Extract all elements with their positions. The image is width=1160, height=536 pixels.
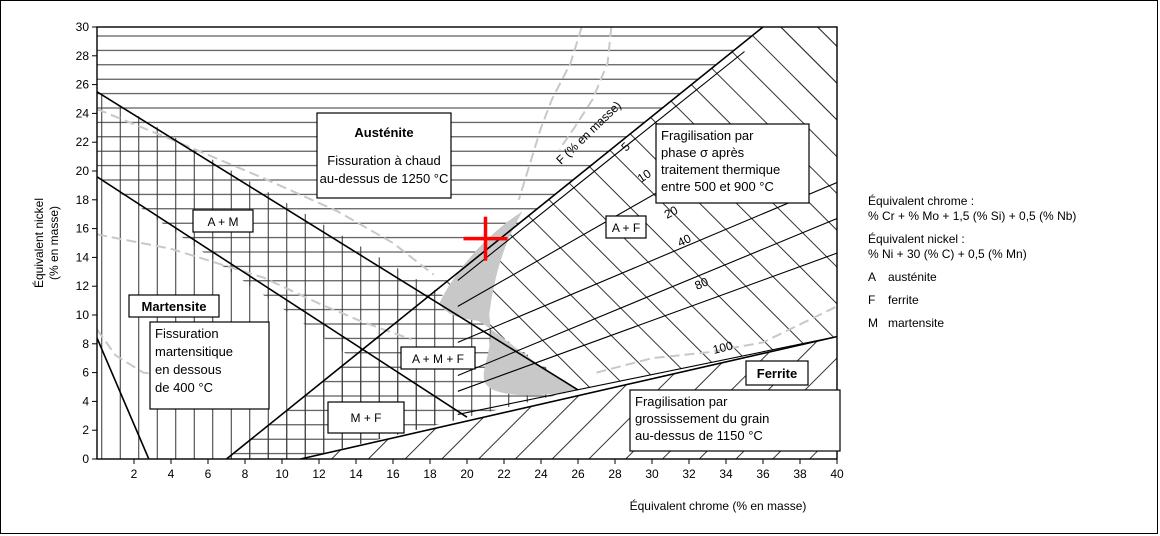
boundary-martensite-lower	[97, 176, 468, 418]
x-tick-label: 18	[423, 467, 437, 481]
region-a-f	[435, 27, 837, 390]
y-tick-label: 0	[82, 452, 89, 466]
y-tick-label: 16	[76, 222, 90, 236]
label-a-m-f: A + M + F	[412, 352, 464, 366]
x-tick-label: 16	[386, 467, 400, 481]
y-tick-label: 30	[76, 20, 90, 34]
x-tick-label: 38	[793, 467, 807, 481]
legend-chrome-title: Équivalent chrome :	[868, 194, 975, 208]
x-tick-label: 4	[168, 467, 175, 481]
x-tick-label: 14	[349, 467, 363, 481]
legend: Équivalent chrome : % Cr + % Mo + 1,5 (%…	[868, 194, 1156, 331]
label-sigma: Fragilisation par phase σ après traitement…	[661, 128, 780, 194]
legend-nickel-title: Équivalent nickel :	[868, 232, 965, 246]
legend-chrome-formula: % Cr + % Mo + 1,5 (% Si) + 0,5 (% Nb)	[868, 209, 1077, 223]
y-tick-label: 28	[76, 49, 90, 63]
x-tick-label: 32	[682, 467, 696, 481]
label-austenite: Austénite	[354, 125, 413, 140]
sigma-grey-zone	[439, 211, 578, 396]
label-martensite-box	[128, 294, 220, 318]
label-m-f: M + F	[350, 411, 381, 425]
x-tick-label: 28	[608, 467, 622, 481]
y-tick-label: 2	[82, 423, 89, 437]
y-tick-label: 18	[76, 193, 90, 207]
label-sigma-box	[655, 123, 810, 204]
x-tick-label: 2	[131, 467, 138, 481]
ferrite-line-80	[457, 252, 837, 392]
ferrite-line-40	[457, 217, 837, 377]
x-tick-label: 26	[571, 467, 585, 481]
x-tick-label: 40	[830, 467, 844, 481]
x-tick-label: 24	[534, 467, 548, 481]
y-tick-label: 22	[76, 135, 90, 149]
label-a-f: A + F	[612, 221, 640, 235]
x-tick-label: 34	[719, 467, 733, 481]
boundary-ferrite-boundary	[300, 335, 837, 459]
y-axis-subtitle: (% en masse)	[47, 206, 61, 280]
ferrite-line-5	[457, 51, 745, 281]
ferrite-line-label-100: 100	[711, 338, 734, 357]
ferrite-line-100	[457, 336, 837, 415]
x-tick-label: 30	[645, 467, 659, 481]
ferrite-line-label-40: 40	[675, 231, 693, 250]
dashed-curve-austenite-top	[517, 27, 583, 201]
label-hot-cracking: Fissuration à chaud au-dessus de 1250 °C	[320, 153, 449, 186]
austenite-box	[316, 112, 452, 199]
x-tick-label: 6	[205, 467, 212, 481]
region-a-m	[97, 91, 436, 359]
x-tick-label: 20	[460, 467, 474, 481]
ferrite-line-20	[457, 181, 837, 343]
label-martensitic-cracking: Fissuration martensitique en dessous de 400…	[155, 326, 233, 395]
ferrite-line-label-80: 80	[693, 274, 711, 292]
y-tick-label: 20	[76, 164, 90, 178]
x-tick-label: 10	[275, 467, 289, 481]
y-tick-label: 10	[76, 308, 90, 322]
x-tick-label: 36	[756, 467, 770, 481]
ferrite-line-label-20: 20	[662, 203, 681, 222]
dashed-curve-martensite-mid	[97, 233, 412, 341]
boundary-martensite-left	[97, 337, 150, 459]
y-tick-label: 24	[76, 106, 90, 120]
x-tick-label: 8	[242, 467, 249, 481]
label-ferrite: Ferrite	[757, 366, 797, 381]
y-tick-label: 4	[82, 394, 89, 408]
label-a-m: A + M	[207, 215, 238, 229]
label-martensite: Martensite	[141, 299, 206, 314]
x-tick-label: 12	[312, 467, 326, 481]
dashed-curve-ferrite	[596, 305, 837, 374]
y-tick-label: 8	[82, 337, 89, 351]
label-grain-growth-box	[629, 389, 841, 452]
label-a-m-f-box	[400, 346, 476, 370]
boundary-austenite-boundary	[225, 27, 764, 459]
boundary-martensite-upper	[97, 91, 579, 391]
y-tick-label: 6	[82, 366, 89, 380]
label-grain-growth: Fragilisation par grossissement du grain a…	[635, 394, 769, 443]
label-martensitic-cracking-box	[149, 321, 270, 410]
dashed-curve-austenite-right	[558, 27, 613, 150]
label-a-f-box	[605, 215, 647, 239]
y-tick-label: 14	[76, 250, 90, 264]
label-ferrite-box	[745, 360, 809, 386]
x-axis-title: Équivalent chrome (% en masse)	[630, 498, 807, 513]
dashed-curve-martensite-upper	[97, 108, 435, 276]
label-a-m-box	[192, 209, 254, 233]
x-tick-label: 22	[497, 467, 511, 481]
y-tick-label: 26	[76, 78, 90, 92]
y-tick-label: 12	[76, 279, 90, 293]
legend-nickel-formula: % Ni + 30 (% C) + 0,5 (% Mn)	[868, 247, 1027, 261]
label-m-f-box	[327, 401, 405, 434]
y-axis-title: Équivalent nickel	[31, 198, 46, 288]
